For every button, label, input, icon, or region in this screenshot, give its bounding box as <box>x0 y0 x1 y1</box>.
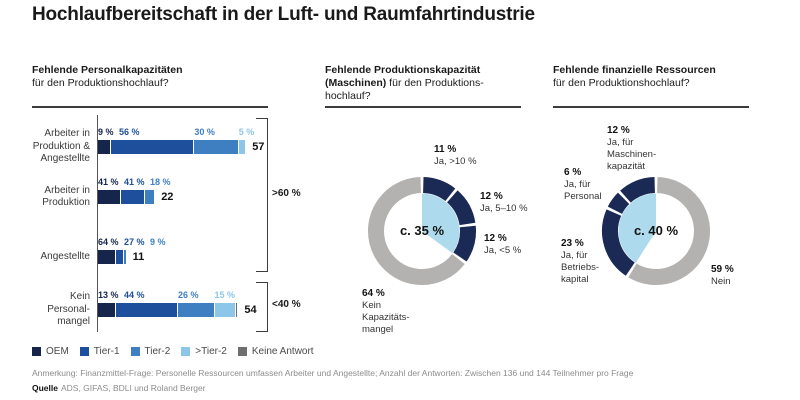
source-text: ADS, GIFAS, BDLI und Roland Berger <box>60 383 206 393</box>
donut-svg <box>602 177 710 285</box>
legend-swatch <box>130 347 140 356</box>
panel-heading: Fehlende finanzielle Ressourcen für den P… <box>553 64 749 108</box>
legend-item: >Tier-2 <box>181 346 227 357</box>
legend-swatch <box>181 347 191 356</box>
donut-chart-machines <box>362 171 482 291</box>
bar-percent-label: 18 % <box>150 177 171 187</box>
bar-segment <box>98 303 116 317</box>
bar-segment <box>111 140 194 154</box>
bar-segment <box>238 140 246 154</box>
source-label: Quelle <box>32 383 58 393</box>
donut-slice-label: 6 % Ja, für Personal <box>564 167 602 202</box>
bar-segment <box>144 190 155 204</box>
bar-total-label: 57 <box>252 141 265 153</box>
legend-swatch <box>237 347 247 356</box>
donut-center-label: c. 35 % <box>399 223 445 238</box>
bar-percent-label: 15 % <box>214 290 236 300</box>
group-bracket-label: >60 % <box>272 188 301 199</box>
donut-ring-segment <box>628 177 710 285</box>
donut-slice-label: 64 % Kein Kapazitäts-mangel <box>362 288 410 335</box>
bar-percent-label: 64 % <box>98 237 119 247</box>
group-bracket <box>256 118 268 272</box>
donut-ring-segment <box>620 177 656 203</box>
legend-item: Keine Antwort <box>237 346 314 357</box>
legend-label: Tier-1 <box>93 346 120 357</box>
donut-slice-label: 59 % Nein <box>711 264 734 287</box>
panel-heading: Fehlende Produktionskapazität (Maschinen)… <box>325 64 521 108</box>
bar-percent-label: 26 % <box>178 290 199 300</box>
bar-segment <box>98 250 116 264</box>
donut-ring-segment <box>422 177 456 202</box>
bar-category-label: Kein Personal-mangel <box>47 291 90 328</box>
legend-label: OEM <box>46 346 69 357</box>
bar-total-label: 11 <box>132 251 145 263</box>
panel-heading: Fehlende Personalkapazitäten für den Prod… <box>32 64 268 108</box>
legend-item: Tier-1 <box>79 346 120 357</box>
legend-label: Tier-2 <box>144 346 171 357</box>
donut-inner-wedge <box>618 193 656 263</box>
bar-segment <box>214 303 235 317</box>
page-title: Hochlaufbereitschaft in der Luft- und Ra… <box>32 4 535 25</box>
bar-segment <box>116 303 178 317</box>
donut-svg <box>368 177 476 285</box>
group-bracket-label: <40 % <box>272 299 301 310</box>
donut-inner-wedge <box>422 193 460 254</box>
donut-ring-segment <box>446 190 476 226</box>
bar-chart: Arbeiter in Produktion & Angestellte 9 % 56 … <box>32 112 294 340</box>
bar-category-label: Angestellte <box>40 250 90 262</box>
legend-item: OEM <box>32 346 69 357</box>
legend-label: Keine Antwort <box>251 346 314 357</box>
legend-swatch <box>79 347 89 356</box>
bar-percent-label: 5 % <box>238 127 255 137</box>
donut-chart-finance <box>596 171 716 291</box>
bar-segment <box>116 250 124 264</box>
legend-item: Tier-2 <box>130 346 171 357</box>
bar-segment <box>178 303 214 317</box>
bar-percent-label: 13 % <box>98 290 119 300</box>
donut-slice-label: 12 % Ja, <5 % <box>484 233 522 256</box>
legend-label: >Tier-2 <box>195 346 227 357</box>
donut-slice-label: 12 % Ja, 5–10 % <box>480 191 528 214</box>
bar-percent-label: 9 % <box>98 127 114 137</box>
bar-segment <box>235 303 238 317</box>
bar-segment <box>194 140 238 154</box>
bar-segment <box>124 250 126 264</box>
legend: OEM Tier-1 Tier-2 >Tier-2 Keine Antwort <box>32 346 314 357</box>
bar-percent-label: 41 % <box>98 177 119 187</box>
bar-total-label: 22 <box>161 191 174 203</box>
donut-ring-segment <box>602 209 636 276</box>
bar-percent-label: 27 % <box>124 237 145 247</box>
donut-center-label: c. 40 % <box>633 223 679 238</box>
footnote: Anmerkung: Finanzmittel-Frage: Personell… <box>32 368 634 378</box>
donut-ring-segment <box>368 177 465 285</box>
bar-percent-label: 30 % <box>194 127 215 137</box>
bar-segment <box>98 190 121 204</box>
bar-category-label: Arbeiter in Produktion & Angestellte <box>32 128 90 165</box>
source-line: Quelle ADS, GIFAS, BDLI und Roland Berger <box>32 383 782 393</box>
bar-percent-label: 44 % <box>124 290 145 300</box>
bar-segment <box>98 140 111 154</box>
donut-ring-segment <box>453 225 476 262</box>
group-bracket <box>256 282 268 332</box>
bar-segment <box>121 190 144 204</box>
y-axis-line <box>97 115 98 332</box>
donut-slice-label: 23 % Ja, für Betriebs-kapital <box>561 238 600 285</box>
bar-percent-label: 41 % <box>124 177 145 187</box>
legend-swatch <box>32 347 41 356</box>
bar-percent-label: 9 % <box>150 237 166 247</box>
bar-total-label: 54 <box>244 304 257 316</box>
donut-slice-label: 11 % Ja, >10 % <box>434 144 477 167</box>
donut-slice-label: 12 % Ja, für Maschinen-kapazität <box>607 125 657 172</box>
donut-ring-segment <box>607 192 630 215</box>
bar-category-label: Arbeiter in Produktion <box>42 184 90 209</box>
bar-percent-label: 56 % <box>119 127 140 137</box>
